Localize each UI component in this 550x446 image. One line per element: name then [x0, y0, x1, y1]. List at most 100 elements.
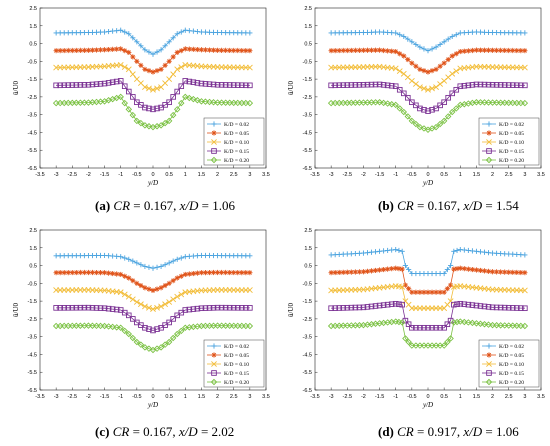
data-point: [453, 105, 460, 112]
data-point: [178, 291, 185, 298]
data-point: [206, 305, 213, 311]
caption-cr-label: CR: [397, 198, 414, 213]
data-point: [73, 269, 79, 276]
legend-label: K/D = 0.15: [499, 371, 524, 377]
x-tick-label: -1: [393, 172, 398, 178]
data-point: [226, 304, 233, 311]
data-point: [454, 266, 460, 272]
data-point: [481, 99, 488, 106]
data-point: [498, 47, 504, 53]
data-point: [441, 324, 447, 331]
series-k-d-0-15: [328, 81, 528, 114]
legend-marker: [211, 352, 217, 358]
data-point: [441, 60, 447, 66]
y-tick-label: 1.5: [29, 246, 37, 252]
data-point: [170, 278, 176, 284]
data-point: [142, 104, 148, 111]
data-point: [340, 269, 346, 275]
caption-cr-value: = 0.917,: [413, 424, 464, 439]
legend: K/D = 0.02 K/D = 0.05 K/D = 0.10 K/D = 0.15…: [203, 339, 265, 388]
x-tick-label: -1.5: [375, 394, 384, 400]
data-point: [461, 301, 468, 308]
data-point: [214, 47, 221, 53]
data-point: [145, 345, 153, 352]
data-point: [150, 265, 156, 271]
data-point: [509, 322, 516, 329]
data-point: [158, 66, 164, 72]
data-point: [473, 81, 480, 88]
data-point: [117, 324, 124, 332]
data-point: [392, 83, 399, 90]
data-point: [227, 269, 233, 276]
data-point: [210, 99, 217, 106]
data-point: [178, 29, 184, 35]
data-point: [57, 82, 63, 89]
data-point: [448, 282, 454, 288]
data-point: [69, 82, 76, 88]
data-point: [130, 278, 136, 284]
data-point: [368, 268, 375, 274]
data-point: [198, 98, 205, 105]
data-point: [145, 122, 153, 130]
data-point: [142, 285, 148, 291]
data-point: [174, 88, 181, 95]
data-point: [348, 47, 354, 54]
data-point: [169, 111, 177, 119]
data-point: [178, 273, 184, 279]
y-tick-label: -6.5: [28, 166, 37, 172]
data-point: [246, 64, 253, 71]
data-point: [332, 305, 338, 311]
data-point: [360, 304, 367, 311]
data-point: [368, 81, 375, 88]
x-tick-label: -0.5: [407, 394, 416, 400]
data-point: [126, 49, 132, 56]
legend-label: K/D = 0.20: [224, 380, 249, 386]
data-point: [416, 123, 424, 131]
data-point: [198, 305, 205, 312]
data-point: [154, 85, 160, 92]
x-tick-label: -2.5: [68, 394, 77, 400]
data-point: [356, 269, 362, 275]
data-point: [239, 270, 245, 276]
data-point: [332, 269, 338, 276]
data-point: [133, 338, 141, 346]
data-point: [360, 47, 367, 53]
data-point: [81, 82, 88, 88]
data-point: [425, 108, 431, 114]
data-point: [513, 305, 520, 311]
x-tick-label: -3.5: [35, 172, 44, 178]
series-line: [56, 325, 250, 351]
data-point: [453, 86, 460, 93]
x-tick-label: -0.5: [407, 172, 416, 178]
data-point: [440, 342, 448, 349]
data-point: [65, 305, 72, 311]
data-point: [182, 307, 189, 313]
chart-a-svg: -3.5 -3 -2.5 -2 -1.5 -1 -0.5 0 0.5 1 1.5 2 2.5 3 3.5 2.…: [12, 6, 270, 187]
data-point: [85, 47, 92, 53]
data-point: [473, 267, 480, 273]
data-point: [138, 43, 144, 49]
data-point: [522, 82, 528, 89]
data-point: [469, 319, 476, 327]
data-point: [348, 304, 355, 311]
data-point: [445, 56, 451, 63]
legend-label: K/D = 0.05: [499, 131, 524, 137]
y-tick-label: -0.5: [28, 59, 37, 65]
data-point: [433, 66, 439, 72]
caption-cr-value: = 0.167,: [129, 424, 179, 439]
data-point: [234, 82, 241, 88]
data-point: [130, 94, 136, 100]
data-point: [465, 301, 472, 308]
y-tick-label: 0.5: [29, 264, 37, 270]
data-point: [109, 79, 116, 86]
data-point: [190, 95, 197, 103]
data-point: [134, 260, 140, 266]
x-axis-label: y/D: [422, 179, 433, 187]
data-point: [328, 270, 334, 276]
data-point: [101, 80, 108, 87]
data-point: [165, 117, 173, 125]
data-point: [243, 48, 249, 54]
data-point: [453, 318, 461, 326]
data-point: [421, 289, 427, 295]
